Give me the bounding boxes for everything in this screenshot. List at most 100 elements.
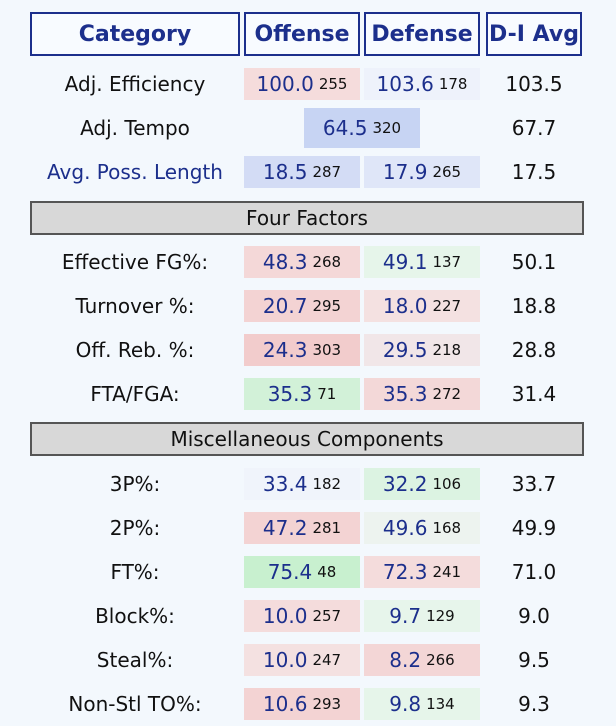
defense-cell: 49.6 168 [364,512,480,544]
defense-value: 35.3 [382,382,428,406]
table-row: 3P%: 33.4 182 32.2 106 33.7 [0,464,616,504]
defense-value: 49.1 [382,250,428,274]
d1-avg-value: 31.4 [511,382,557,406]
defense-value: 9.8 [389,692,422,716]
d1-avg-value: 18.8 [511,294,557,318]
d1-avg-value: 28.8 [511,338,557,362]
defense-rank: 129 [426,607,455,625]
defense-cell: 72.3 241 [364,556,480,588]
defense-cell: 49.1 137 [364,246,480,278]
row-label: Steal%: [96,648,174,672]
d1-avg-value: 9.3 [518,692,550,716]
row-label: Non-Stl TO%: [68,692,202,716]
d1-avg-value: 9.5 [518,648,550,672]
offense-value: 20.7 [262,294,308,318]
defense-cell: 103.6 178 [364,68,480,100]
d1-avg-value: 17.5 [511,160,557,184]
d1-avg-value: 9.0 [518,604,550,628]
d1-avg-value: 33.7 [511,472,557,496]
defense-rank: 137 [432,253,462,271]
defense-value: 9.7 [389,604,422,628]
table-row: Non-Stl TO%: 10.6 293 9.8 134 9.3 [0,684,616,724]
tempo-value: 64.5 [322,116,368,140]
table-row: Turnover %: 20.7 295 18.0 227 18.8 [0,286,616,326]
table-row: FT%: 75.4 48 72.3 241 71.0 [0,552,616,592]
category-header[interactable]: Category [30,12,240,56]
offense-value: 100.0 [256,72,314,96]
defense-rank: 218 [432,341,462,359]
row-label: Block%: [95,604,175,628]
offense-cell: 47.2 281 [244,512,360,544]
d1-avg-value: 67.7 [511,116,557,140]
table-row: FTA/FGA: 35.3 71 35.3 272 31.4 [0,374,616,414]
table-row-adj-tempo: Adj. Tempo 64.5 320 67.7 [0,108,616,148]
defense-value: 8.2 [389,648,422,672]
defense-cell: 35.3 272 [364,378,480,410]
offense-cell: 24.3 303 [244,334,360,366]
table-row: Effective FG%: 48.3 268 49.1 137 50.1 [0,242,616,282]
offense-value: 47.2 [262,516,308,540]
defense-value: 72.3 [382,560,428,584]
d1-avg-value: 50.1 [511,250,557,274]
offense-rank: 247 [312,651,342,669]
defense-rank: 266 [426,651,455,669]
d1-avg-header[interactable]: D-I Avg [486,12,582,56]
row-label: 3P%: [109,472,161,496]
offense-rank: 71 [317,385,337,403]
offense-rank: 287 [312,163,342,181]
section-header-misc-components: Miscellaneous Components [30,422,584,456]
defense-value: 17.9 [382,160,428,184]
offense-rank: 268 [312,253,342,271]
table-row: Off. Reb. %: 24.3 303 29.5 218 28.8 [0,330,616,370]
defense-cell: 17.9 265 [364,156,480,188]
offense-rank: 281 [312,519,342,537]
offense-value: 10.0 [262,604,308,628]
offense-value: 10.6 [262,692,308,716]
defense-rank: 134 [426,695,455,713]
offense-cell: 35.3 71 [244,378,360,410]
table-row: Steal%: 10.0 247 8.2 266 9.5 [0,640,616,680]
offense-cell: 33.4 182 [244,468,360,500]
offense-cell: 20.7 295 [244,290,360,322]
defense-rank: 168 [432,519,462,537]
offense-value: 18.5 [262,160,308,184]
offense-cell: 10.0 247 [244,644,360,676]
offense-cell: 75.4 48 [244,556,360,588]
table-row-avg-poss-length: Avg. Poss. Length 18.5 287 17.9 265 17.5 [0,152,616,192]
defense-rank: 272 [432,385,462,403]
defense-cell: 18.0 227 [364,290,480,322]
table-row: 2P%: 47.2 281 49.6 168 49.9 [0,508,616,548]
offense-cell: 100.0 255 [244,68,360,100]
offense-value: 24.3 [262,338,308,362]
defense-value: 18.0 [382,294,428,318]
offense-value: 10.0 [262,648,308,672]
offense-rank: 293 [312,695,342,713]
row-label: Turnover %: [75,294,195,318]
offense-cell: 10.6 293 [244,688,360,720]
defense-rank: 265 [432,163,462,181]
offense-rank: 303 [312,341,342,359]
offense-value: 35.3 [267,382,313,406]
defense-header[interactable]: Defense [364,12,480,56]
row-label: 2P%: [109,516,161,540]
table-row: Block%: 10.0 257 9.7 129 9.0 [0,596,616,636]
offense-rank: 295 [312,297,342,315]
section-header-four-factors: Four Factors [30,201,584,235]
tempo-cell: 64.5 320 [304,108,420,148]
offense-cell: 48.3 268 [244,246,360,278]
offense-cell: 10.0 257 [244,600,360,632]
offense-cell: 18.5 287 [244,156,360,188]
defense-cell: 9.7 129 [364,600,480,632]
offense-rank: 182 [312,475,342,493]
defense-value: 29.5 [382,338,428,362]
offense-rank: 257 [312,607,342,625]
defense-value: 32.2 [382,472,428,496]
defense-rank: 227 [432,297,462,315]
defense-cell: 8.2 266 [364,644,480,676]
row-label-link[interactable]: Avg. Poss. Length [47,160,223,184]
defense-cell: 9.8 134 [364,688,480,720]
row-label: FT%: [110,560,160,584]
offense-value: 33.4 [262,472,308,496]
offense-header[interactable]: Offense [244,12,360,56]
offense-rank: 255 [318,75,348,93]
